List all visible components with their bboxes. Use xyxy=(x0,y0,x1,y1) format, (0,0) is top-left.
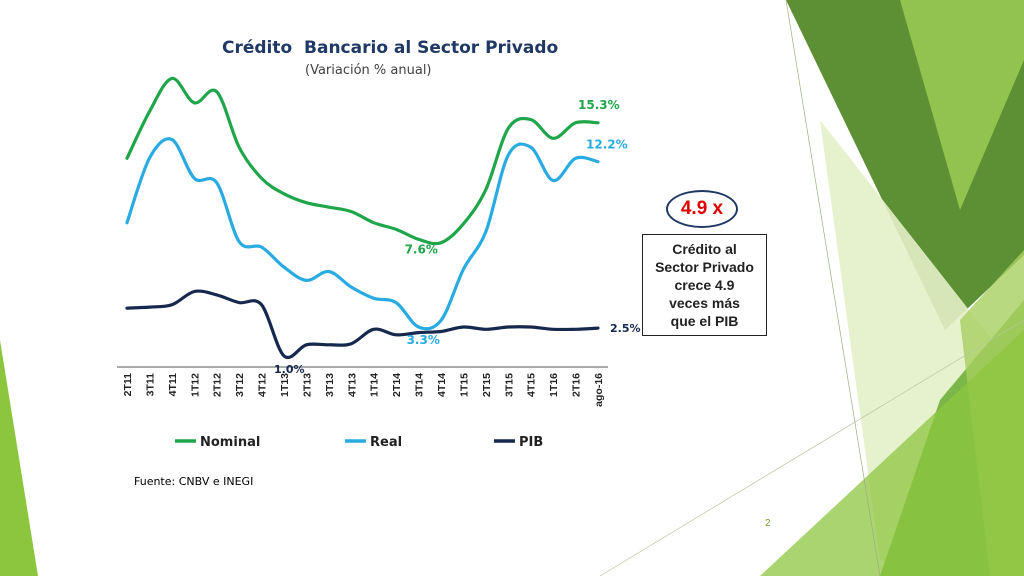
series-line-nominal xyxy=(125,76,600,246)
callout-box: Crédito al Sector Privado crece 4.9 vece… xyxy=(642,234,767,336)
data-label-nominal-end-label: 15.3% xyxy=(578,98,620,112)
x-tick-label: 4T14 xyxy=(436,373,448,397)
bottom-green-triangle xyxy=(760,330,1024,576)
x-tick-label: 3T15 xyxy=(503,373,515,397)
left-green-triangle xyxy=(0,340,38,576)
x-tick-label: 2T13 xyxy=(301,373,313,397)
data-label-pib-end-label: 2.5% xyxy=(610,322,641,335)
multiplier-badge: 4.9 x xyxy=(666,190,738,228)
x-tick-label: 3T12 xyxy=(234,373,246,397)
x-tick-label: 1T15 xyxy=(458,373,470,397)
chart-subtitle: (Variación % anual) xyxy=(305,63,432,78)
legend-label-pib: PIB xyxy=(519,435,543,450)
x-tick-label: 2T14 xyxy=(391,373,403,397)
page-number: 2 xyxy=(765,518,771,529)
x-tick-label: 1T13 xyxy=(279,373,291,397)
data-label-real-min-label: 3.3% xyxy=(407,333,440,347)
data-label-pib-min-label: 1.0% xyxy=(274,363,305,376)
legend-label-real: Real xyxy=(370,435,402,450)
x-tick-label: 4T12 xyxy=(257,373,269,397)
thin-deco-line xyxy=(599,319,1024,576)
x-tick-label: 1T12 xyxy=(189,373,201,397)
source-note: Fuente: CNBV e INEGI xyxy=(134,475,254,488)
x-tick-label: 4T11 xyxy=(167,373,179,397)
data-label-nominal-min-label: 7.6% xyxy=(405,242,438,256)
x-tick-label: 4T13 xyxy=(346,373,358,397)
thin-deco-line xyxy=(785,0,881,576)
x-tick-label: ago-16 xyxy=(593,373,605,407)
series-line-real xyxy=(125,137,600,331)
data-label-real-end-label: 12.2% xyxy=(586,138,628,152)
x-tick-label: 2T16 xyxy=(571,373,583,397)
chart-title: Crédito Bancario al Sector Privado xyxy=(222,38,559,58)
x-tick-label: 2T11 xyxy=(122,373,134,397)
series-line-pib xyxy=(125,289,600,360)
x-tick-label: 4T15 xyxy=(526,373,538,397)
x-tick-label: 1T14 xyxy=(369,373,381,397)
legend-label-nominal: Nominal xyxy=(200,435,260,450)
x-tick-label: 2T15 xyxy=(481,373,493,397)
x-tick-label: 3T13 xyxy=(324,373,336,397)
right-light-shape xyxy=(900,0,1024,210)
x-tick-label: 2T12 xyxy=(212,373,224,397)
x-tick-label: 3T11 xyxy=(144,373,156,397)
x-tick-label: 1T16 xyxy=(548,373,560,397)
x-tick-label: 3T14 xyxy=(414,373,426,397)
